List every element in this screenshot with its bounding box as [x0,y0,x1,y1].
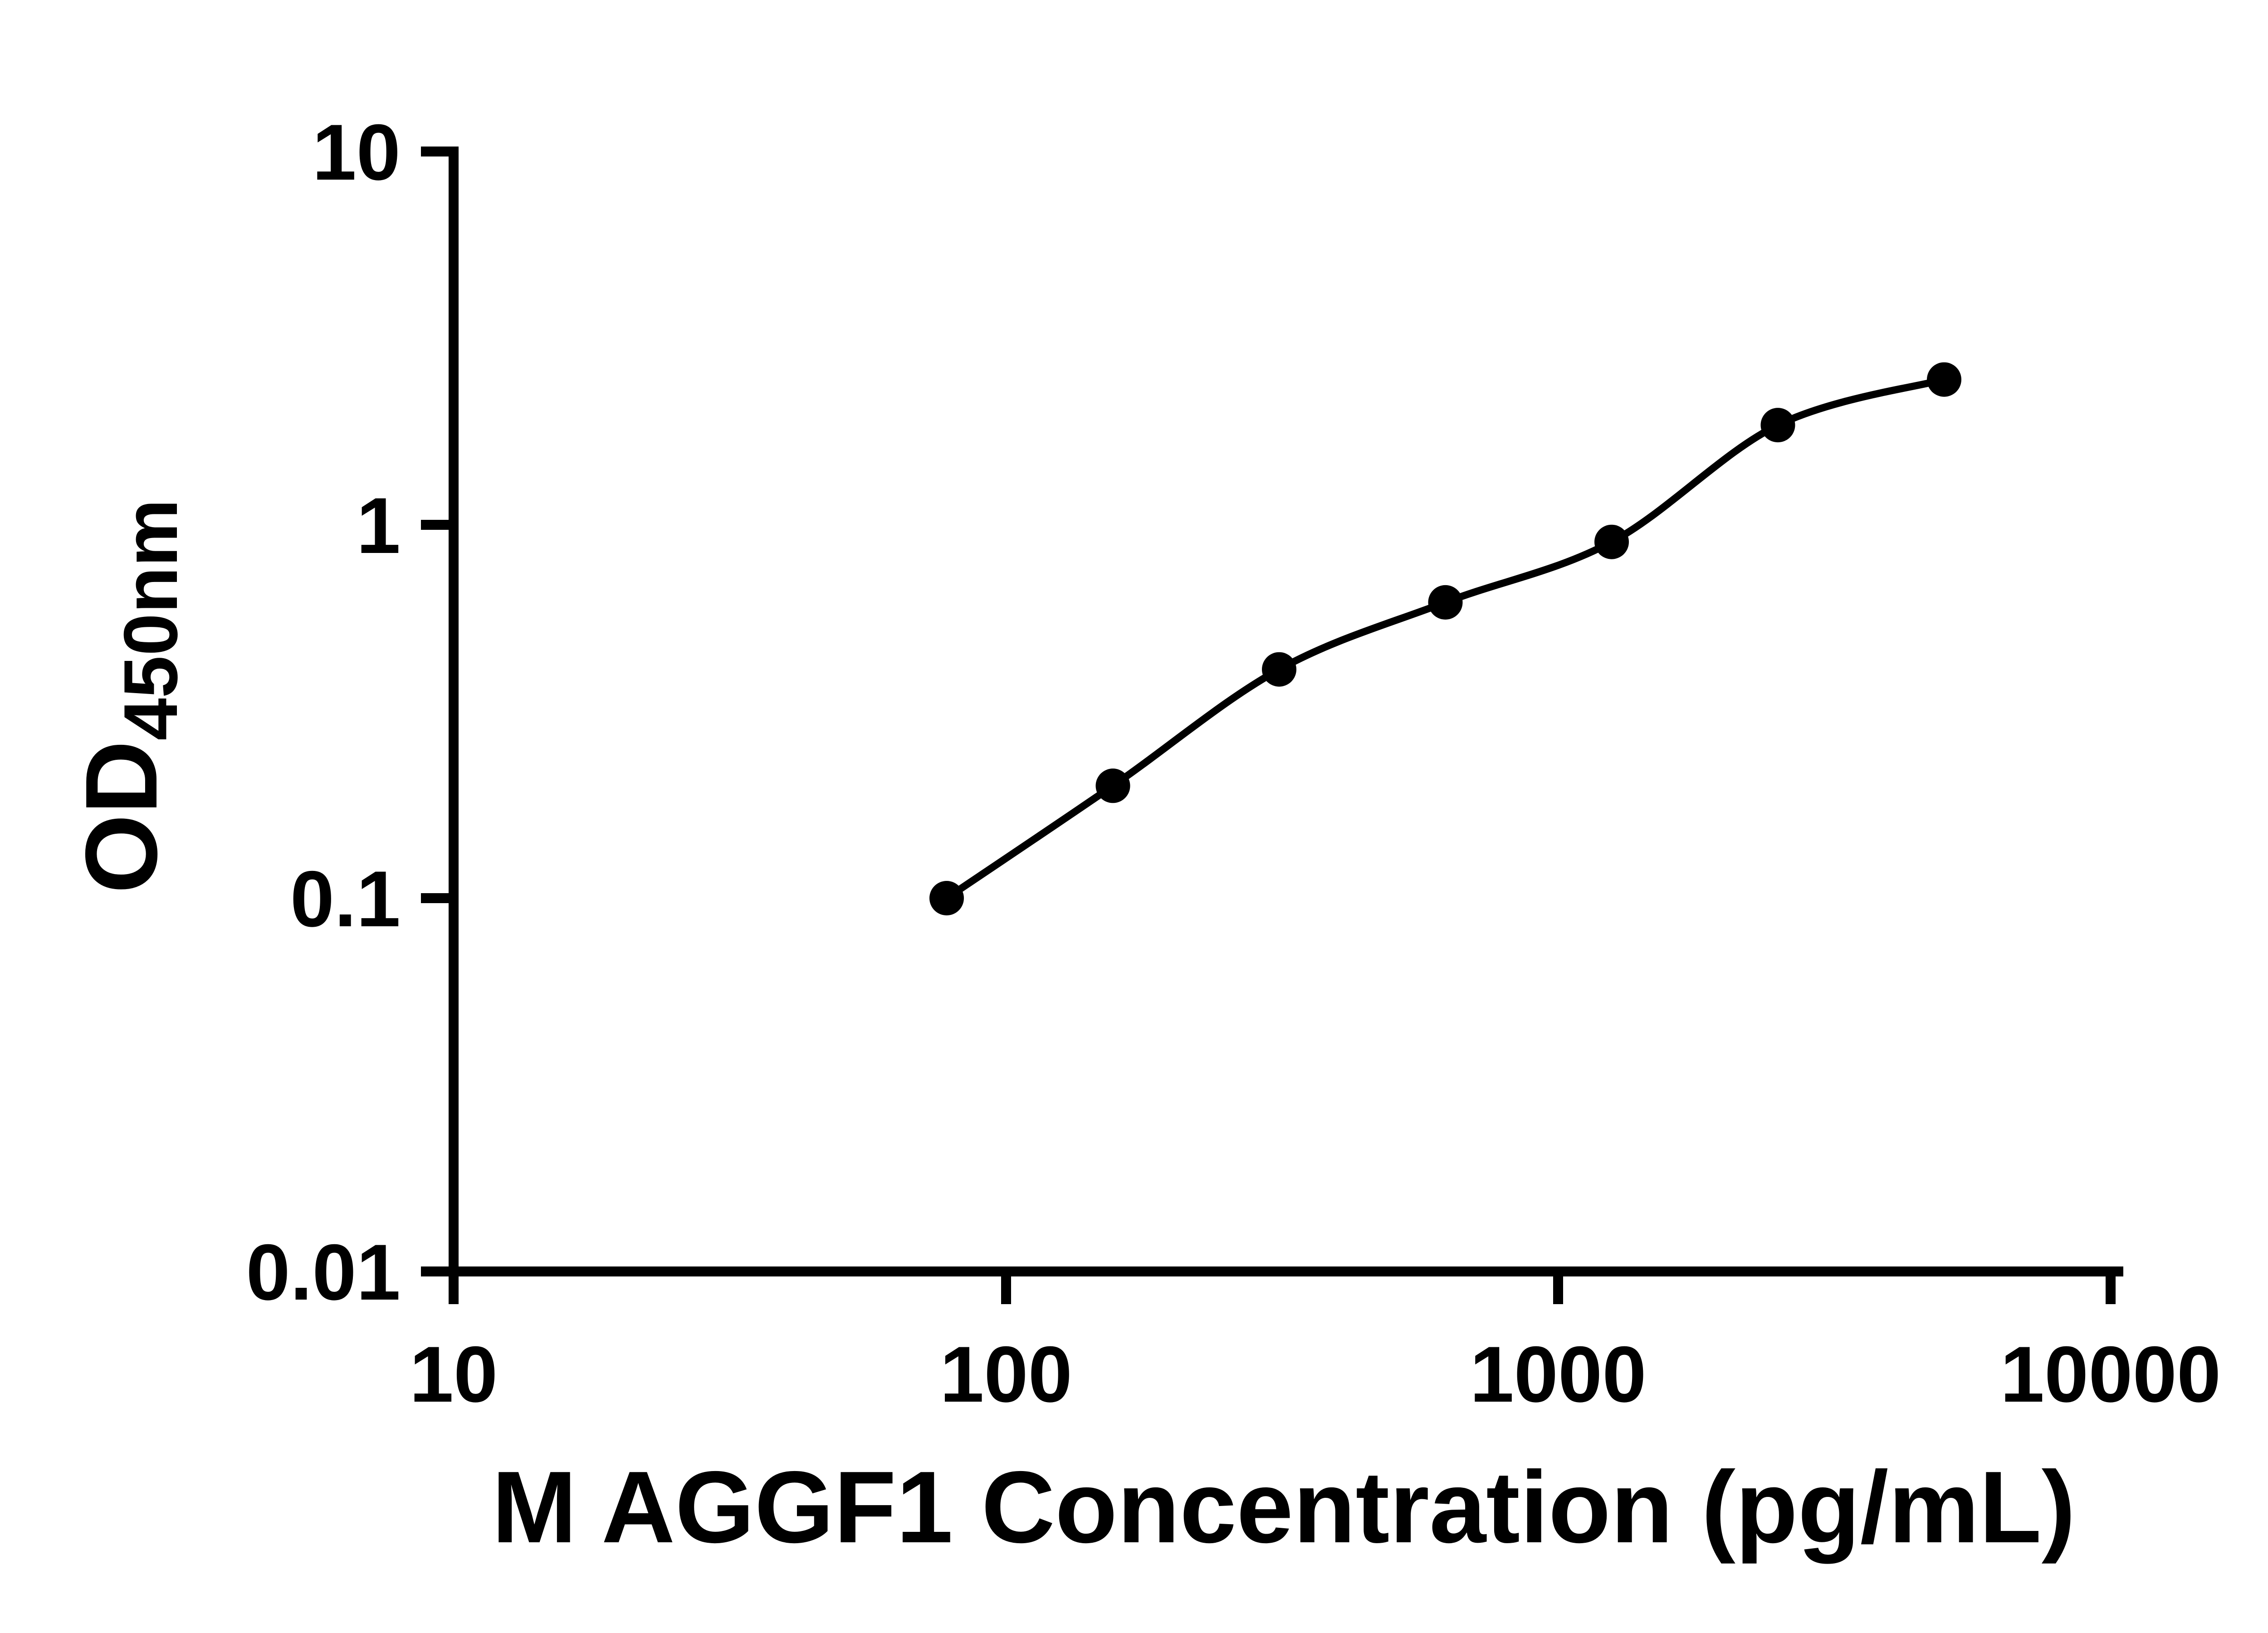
data-point [1095,768,1130,803]
y-axis-ticks: 0.01 0.1 1 10 [246,108,454,1317]
y-axis-title-main: OD [64,740,178,894]
x-tick-label: 10000 [2000,1330,2221,1419]
y-tick-label: 10 [312,108,401,197]
data-point [929,881,964,915]
data-point [1927,362,1961,397]
x-tick-label: 1000 [1470,1330,1646,1419]
fit-curve-line [943,376,1948,902]
data-point [1428,585,1463,620]
data-point [1262,652,1296,687]
x-tick-label: 100 [940,1330,1072,1419]
x-tick-label: 10 [410,1330,498,1419]
y-axis-title-sub: 450nm [108,499,193,740]
data-point [1594,524,1629,559]
y-axis-title: OD450nm [64,499,193,894]
axis-lines [449,147,2123,1276]
y-tick-label: 0.01 [246,1228,401,1317]
data-points [929,362,1961,915]
data-point [1760,408,1795,443]
x-axis-title: M AGGF1 Concentration (pg/mL) [492,1450,2075,1564]
y-tick-label: 1 [357,482,401,570]
y-tick-label: 0.1 [290,855,401,944]
axes [449,147,2123,1276]
x-axis-ticks: 10 100 1000 10000 [410,1271,2221,1419]
